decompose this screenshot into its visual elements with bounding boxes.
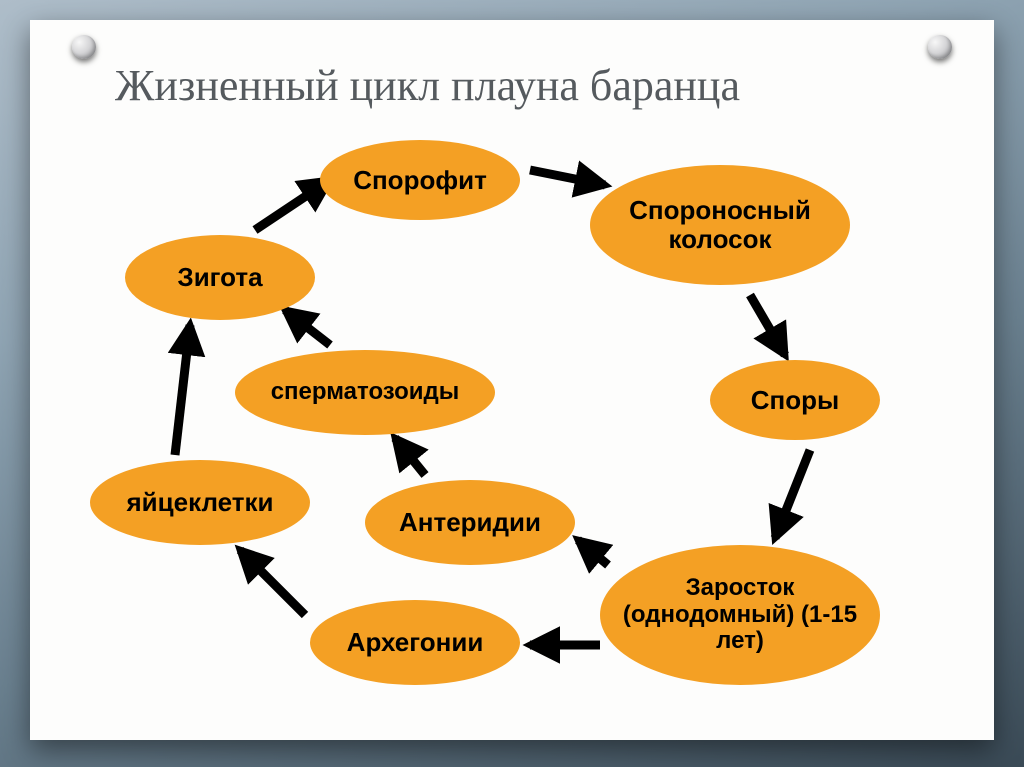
arrow-antheridia-to-sperm: [395, 438, 425, 475]
node-strobilus: Спороносный колосок: [590, 165, 850, 285]
node-sporophyte: Спорофит: [320, 140, 520, 220]
node-zygote: Зигота: [125, 235, 315, 320]
pin-left: [72, 35, 96, 59]
card: Жизненный цикл плауна баранца Спорофит Сп…: [30, 20, 994, 740]
node-prothallus: Заросток (однодомный) (1-15 лет): [600, 545, 880, 685]
node-eggs: яйцеклетки: [90, 460, 310, 545]
arrow-prothallus-to-antheridia: [578, 540, 608, 565]
arrow-sperm-to-zygote: [285, 310, 330, 345]
pin-right: [928, 35, 952, 59]
arrow-zygote-to-sporophyte: [255, 180, 330, 230]
arrow-spores-to-prothallus: [775, 450, 810, 538]
diagram-title: Жизненный цикл плауна баранца: [115, 60, 740, 111]
arrow-archegonia-to-eggs: [240, 550, 305, 615]
node-antheridia: Антеридии: [365, 480, 575, 565]
arrow-sporophyte-to-strobilus: [530, 170, 605, 185]
node-sperm: сперматозоиды: [235, 350, 495, 435]
node-archegonia: Архегонии: [310, 600, 520, 685]
node-spores: Споры: [710, 360, 880, 440]
arrow-eggs-to-zygote: [175, 325, 190, 455]
arrow-strobilus-to-spores: [750, 295, 785, 355]
viewport-bg: Жизненный цикл плауна баранца Спорофит Сп…: [0, 0, 1024, 767]
